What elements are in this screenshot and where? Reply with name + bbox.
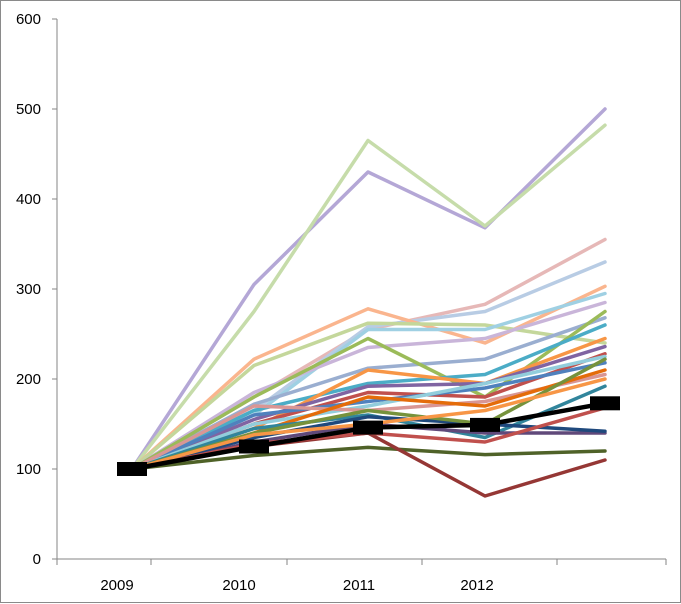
series-lines: [130, 107, 607, 498]
y-tick-label: 0: [33, 551, 41, 568]
y-tick-label: 600: [16, 11, 41, 28]
x-axis-tick-labels: 2009 2010 2011 2012: [100, 577, 493, 594]
axes: [52, 18, 667, 565]
series-line: [130, 323, 607, 471]
average-markers: [117, 396, 620, 476]
average-marker: [353, 420, 383, 435]
x-tick-label: 2012: [460, 577, 493, 594]
x-tick-label: 2009: [100, 577, 133, 594]
y-tick-label: 100: [16, 461, 41, 478]
series-line: [130, 445, 607, 471]
series-line: [130, 361, 607, 471]
series-line: [130, 123, 607, 471]
y-axis-tick-labels: 0 100 200 300 400 500 600: [16, 11, 41, 568]
x-tick-label: 2011: [343, 577, 375, 594]
series-line: [130, 321, 607, 471]
series-line: [130, 284, 607, 471]
y-tick-label: 500: [16, 101, 41, 118]
average-marker: [239, 439, 269, 454]
average-marker: [470, 417, 500, 432]
average-marker: [117, 462, 147, 476]
average-marker: [590, 396, 620, 411]
y-tick-label: 200: [16, 371, 41, 388]
series-line: [130, 384, 607, 471]
series-line: [130, 300, 607, 471]
y-tick-label: 300: [16, 281, 41, 298]
series-line: [130, 344, 607, 471]
y-tick-label: 400: [16, 191, 41, 208]
x-tick-label: 2010: [222, 577, 255, 594]
series-line: [130, 107, 607, 471]
series-line: [130, 354, 607, 471]
